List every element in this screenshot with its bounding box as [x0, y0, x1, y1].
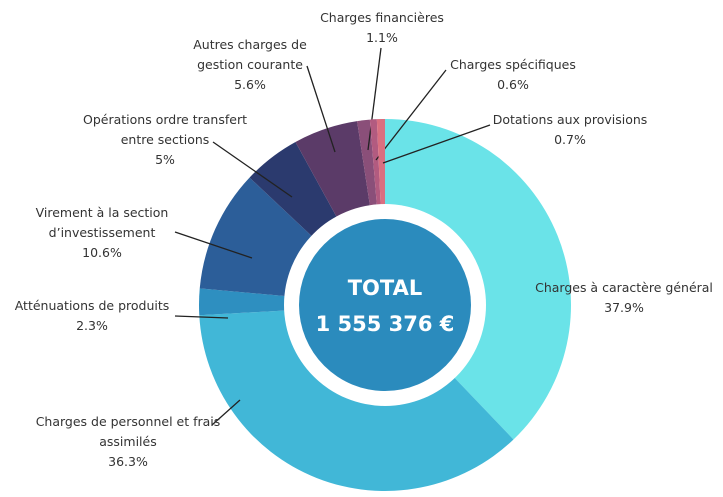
leader-line: [367, 47, 382, 151]
segment-value: 5.6%: [234, 77, 266, 92]
segment-label: Virement à la section d’investissement: [35, 205, 169, 240]
segment-value: 2.3%: [76, 318, 108, 333]
segment-value: 37.9%: [604, 300, 644, 315]
leader-line: [306, 65, 336, 153]
leader-line: [375, 69, 447, 161]
leader-line: [212, 141, 293, 198]
leader-line: [174, 231, 253, 259]
segment-label: Charges spécifiques: [450, 57, 576, 72]
center-total: 1 555 376 €: [316, 312, 455, 336]
leader-line: [211, 399, 241, 426]
center-title: TOTAL: [348, 276, 423, 300]
segment-label: Atténuations de produits: [14, 298, 170, 313]
segment-label: Charges financières: [320, 10, 444, 25]
segment-value: 0.6%: [497, 77, 529, 92]
segment-label: Charges de personnel et frais assimilés: [35, 414, 221, 449]
leader-line: [174, 315, 229, 319]
segment-value: 36.3%: [108, 454, 148, 469]
segment-label: Charges à caractère général: [535, 280, 713, 295]
leader-line: [382, 124, 491, 164]
segment-label: Opérations ordre transfert entre section…: [83, 112, 247, 147]
segment-value: 5%: [155, 152, 175, 167]
segment-value: 1.1%: [366, 30, 398, 45]
segment-value: 0.7%: [554, 132, 586, 147]
segment-value: 10.6%: [82, 245, 122, 260]
segment-label: Autres charges de gestion courante: [193, 37, 307, 72]
center-disc: [299, 219, 471, 391]
segment-label: Dotations aux provisions: [492, 112, 648, 127]
